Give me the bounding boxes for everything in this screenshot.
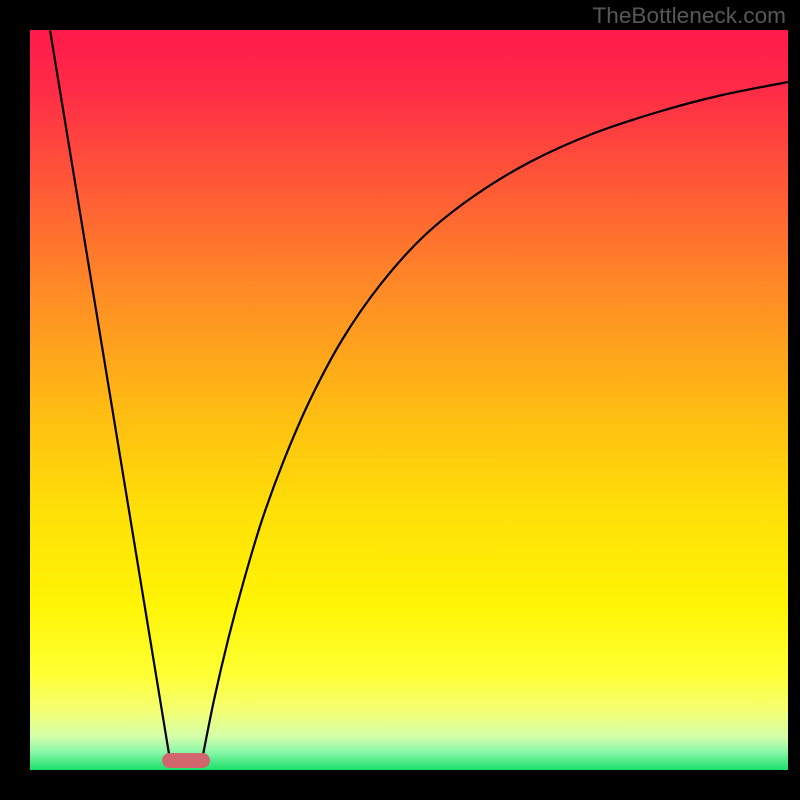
plot-area [30,30,788,770]
bottleneck-marker [162,753,210,768]
curve-right-arc [202,82,788,760]
chart-frame: TheBottleneck.com [0,0,800,800]
curve-left-line [50,30,170,760]
watermark-text: TheBottleneck.com [592,3,786,29]
border-right [788,0,800,800]
border-left [0,0,30,800]
border-bottom [0,770,800,800]
curve-overlay [30,30,788,770]
